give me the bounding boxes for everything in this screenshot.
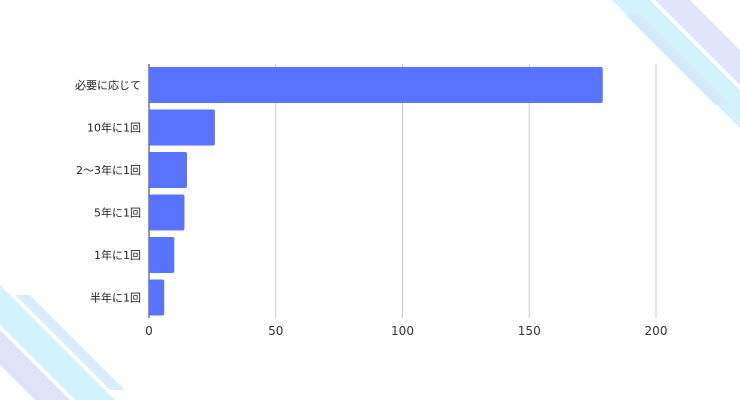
stripe-shape: [15, 295, 125, 390]
bar: [149, 109, 215, 146]
category-label: 1年に1回: [94, 248, 141, 262]
bar: [149, 237, 175, 273]
category-label: 必要に応じて: [75, 78, 141, 92]
bar: [149, 279, 165, 316]
category-label: 2〜3年に1回: [76, 163, 141, 177]
stripe-shape: [0, 330, 70, 400]
category-label: 5年に1回: [94, 206, 141, 220]
grid-lines: [148, 64, 657, 318]
bar: [149, 194, 185, 231]
stripe-shape: [0, 285, 115, 400]
x-tick-label: 150: [518, 324, 541, 338]
bars: [149, 67, 603, 316]
category-label: 半年に1回: [90, 291, 141, 305]
stripe-shape: [655, 0, 740, 85]
bar: [149, 152, 188, 188]
bar: [149, 67, 603, 103]
x-tick-label: 50: [268, 324, 283, 338]
x-tick-labels: 0 50 100 150 200: [145, 324, 667, 338]
x-tick-label: 100: [391, 324, 414, 338]
x-tick-label: 0: [145, 324, 153, 338]
category-label: 10年に1回: [87, 121, 141, 135]
x-tick-label: 200: [645, 324, 668, 338]
stripe-shape: [625, 15, 730, 105]
